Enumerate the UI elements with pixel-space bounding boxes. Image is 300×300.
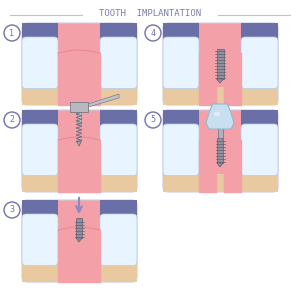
- Bar: [163, 87, 278, 105]
- Bar: [76, 218, 82, 238]
- FancyBboxPatch shape: [22, 110, 137, 192]
- Text: 3: 3: [10, 206, 14, 214]
- Polygon shape: [217, 79, 224, 83]
- Bar: [77, 110, 81, 124]
- Circle shape: [4, 25, 20, 41]
- Polygon shape: [76, 238, 82, 242]
- Ellipse shape: [214, 112, 220, 116]
- FancyBboxPatch shape: [100, 214, 137, 266]
- Bar: [22, 200, 58, 222]
- FancyBboxPatch shape: [22, 124, 58, 176]
- Bar: [22, 110, 58, 132]
- Bar: [22, 23, 58, 45]
- Text: 2: 2: [10, 116, 14, 124]
- Polygon shape: [206, 104, 234, 129]
- FancyBboxPatch shape: [100, 37, 137, 88]
- Bar: [218, 127, 223, 138]
- Bar: [241, 23, 278, 45]
- Bar: [163, 174, 278, 192]
- Circle shape: [4, 112, 20, 128]
- FancyBboxPatch shape: [22, 37, 58, 88]
- FancyBboxPatch shape: [22, 23, 137, 105]
- Text: 4: 4: [151, 28, 155, 38]
- Bar: [241, 110, 278, 132]
- FancyBboxPatch shape: [100, 124, 137, 176]
- Polygon shape: [217, 163, 223, 167]
- FancyBboxPatch shape: [163, 124, 199, 176]
- FancyBboxPatch shape: [241, 124, 278, 176]
- Polygon shape: [88, 94, 119, 107]
- Bar: [100, 23, 137, 45]
- Bar: [217, 49, 224, 79]
- Bar: [22, 87, 137, 105]
- FancyBboxPatch shape: [241, 37, 278, 88]
- FancyBboxPatch shape: [22, 214, 58, 266]
- Bar: [22, 174, 137, 192]
- Bar: [70, 102, 88, 112]
- FancyBboxPatch shape: [22, 200, 137, 282]
- FancyBboxPatch shape: [163, 23, 278, 105]
- Circle shape: [4, 202, 20, 218]
- Circle shape: [145, 25, 161, 41]
- Text: TOOTH  IMPLANTATION: TOOTH IMPLANTATION: [99, 8, 201, 17]
- Text: 5: 5: [151, 116, 155, 124]
- Bar: [217, 138, 223, 163]
- Bar: [100, 110, 137, 132]
- Polygon shape: [76, 141, 82, 146]
- Bar: [163, 23, 199, 45]
- FancyBboxPatch shape: [163, 37, 199, 88]
- Circle shape: [145, 112, 161, 128]
- FancyBboxPatch shape: [163, 110, 278, 192]
- Bar: [163, 110, 199, 132]
- Bar: [22, 264, 137, 282]
- Text: 1: 1: [10, 28, 14, 38]
- Bar: [100, 200, 137, 222]
